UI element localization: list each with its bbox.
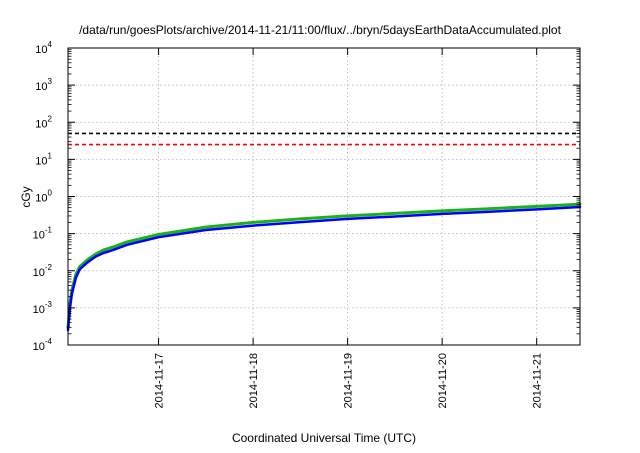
y-tick-label: 102 — [35, 114, 52, 130]
y-tick-marks — [68, 47, 580, 346]
grid-lines — [68, 48, 580, 345]
y-tick-label: 101 — [35, 151, 52, 167]
y-axis-label: cGy — [19, 186, 33, 207]
y-tick-label: 100 — [35, 189, 52, 205]
reference-lines — [68, 132, 580, 146]
series-line-2 — [66, 205, 582, 332]
x-tick-label: 2014-11-20 — [437, 353, 449, 408]
y-tick-label: 10-2 — [33, 263, 53, 279]
chart-title: /data/run/goesPlots/archive/2014-11-21/1… — [79, 23, 562, 37]
x-tick-label: 2014-11-17 — [154, 353, 166, 408]
x-tick-label: 2014-11-21 — [532, 353, 544, 408]
y-tick-labels: 10-4 10-3 10-2 10-1 100 101 102 103 104 — [33, 40, 53, 353]
x-tick-labels: 2014-11-17 2014-11-18 2014-11-19 2014-11-20… — [154, 353, 544, 408]
x-tick-label: 2014-11-19 — [343, 353, 355, 408]
y-tick-label: 104 — [35, 40, 52, 56]
y-tick-label: 10-1 — [33, 226, 53, 242]
x-axis-label: Coordinated Universal Time (UTC) — [232, 431, 416, 445]
y-tick-label: 10-4 — [33, 337, 53, 353]
x-tick-label: 2014-11-18 — [248, 353, 260, 408]
data-series — [66, 202, 582, 332]
y-tick-label: 10-3 — [33, 300, 53, 316]
series-line-1 — [66, 202, 582, 329]
y-tick-label: 103 — [35, 77, 52, 93]
x-tick-marks — [158, 48, 538, 345]
